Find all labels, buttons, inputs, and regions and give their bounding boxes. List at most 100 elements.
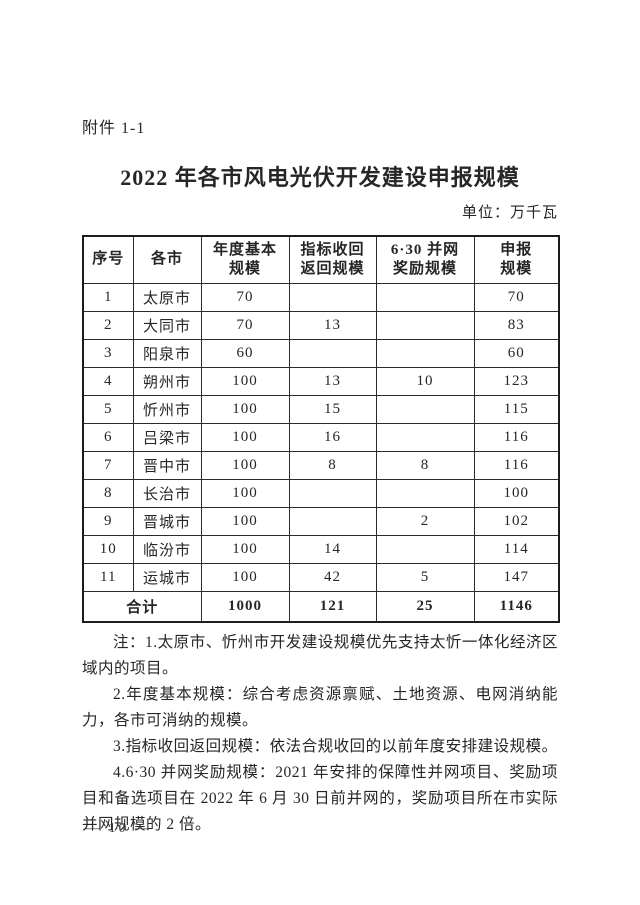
notes-section: 注：1.太原市、忻州市开发建设规模优先支持太忻一体化经济区域内的项目。 2.年度…: [82, 630, 558, 838]
table-row: 10 临汾市 100 14 114: [82, 535, 560, 564]
col-header-city: 各市: [132, 235, 202, 284]
note-item: 4.6·30 并网奖励规模：2021 年安排的保障性并网项目、奖励项目和备选项目…: [82, 764, 558, 833]
col-header-returned: 指标收回 返回规模: [288, 235, 377, 284]
cell-reward: [375, 423, 475, 452]
cell-no: 7: [82, 451, 134, 480]
table-header-row: 序号 各市 年度基本 规模 指标收回 返回规模 6·30 并网 奖励规模 申报 …: [82, 235, 560, 284]
cell-no: 11: [82, 563, 134, 592]
table-row: 11 运城市 100 42 5 147: [82, 563, 560, 592]
col-header-reward: 6·30 并网 奖励规模: [375, 235, 475, 284]
cell-city: 临汾市: [132, 535, 202, 564]
cell-reward: 2: [375, 507, 475, 536]
cell-city: 运城市: [132, 563, 202, 592]
cell-basic: 100: [200, 367, 290, 396]
table-row: 1 太原市 70 70: [82, 283, 560, 312]
cell-city: 忻州市: [132, 395, 202, 424]
attachment-label: 附件 1-1: [82, 120, 146, 137]
cell-returned: 15: [288, 395, 377, 424]
col-header-basic: 年度基本 规模: [200, 235, 290, 284]
cell-declared: 60: [473, 339, 560, 368]
cell-no: 8: [82, 479, 134, 508]
cell-no: 1: [82, 283, 134, 312]
cell-city: 晋中市: [132, 451, 202, 480]
cell-declared: 147: [473, 563, 560, 592]
cell-basic: 100: [200, 563, 290, 592]
total-reward: 25: [375, 591, 475, 623]
cell-basic: 70: [200, 311, 290, 340]
table-row: 6 吕梁市 100 16 116: [82, 423, 560, 452]
note-item: 注：1.太原市、忻州市开发建设规模优先支持太忻一体化经济区域内的项目。: [82, 634, 558, 677]
cell-city: 晋城市: [132, 507, 202, 536]
cell-returned: 8: [288, 451, 377, 480]
table-row: 2 大同市 70 13 83: [82, 311, 560, 340]
cell-basic: 100: [200, 423, 290, 452]
cell-declared: 83: [473, 311, 560, 340]
cell-reward: [375, 535, 475, 564]
note-item: 2.年度基本规模：综合考虑资源禀赋、土地资源、电网消纳能力，各市可消纳的规模。: [82, 686, 558, 729]
cell-returned: [288, 507, 377, 536]
cell-no: 2: [82, 311, 134, 340]
col-header-no: 序号: [82, 235, 134, 284]
table-row: 3 阳泉市 60 60: [82, 339, 560, 368]
cell-basic: 100: [200, 535, 290, 564]
cell-basic: 60: [200, 339, 290, 368]
total-label: 合计: [82, 591, 202, 623]
document-title: 2022 年各市风电光伏开发建设申报规模: [120, 165, 520, 190]
cell-city: 朔州市: [132, 367, 202, 396]
cell-city: 太原市: [132, 283, 202, 312]
cell-no: 4: [82, 367, 134, 396]
cell-returned: [288, 479, 377, 508]
total-basic: 1000: [200, 591, 290, 623]
col-header-declared: 申报 规模: [473, 235, 560, 284]
cell-basic: 100: [200, 395, 290, 424]
allocation-table: 序号 各市 年度基本 规模 指标收回 返回规模 6·30 并网 奖励规模 申报 …: [82, 235, 560, 623]
cell-basic: 100: [200, 451, 290, 480]
cell-reward: 5: [375, 563, 475, 592]
cell-basic: 100: [200, 507, 290, 536]
cell-reward: [375, 311, 475, 340]
table-row: 7 晋中市 100 8 8 116: [82, 451, 560, 480]
cell-declared: 123: [473, 367, 560, 396]
cell-no: 3: [82, 339, 134, 368]
cell-declared: 102: [473, 507, 560, 536]
table-total-row: 合计 1000 121 25 1146: [82, 591, 560, 623]
table-row: 9 晋城市 100 2 102: [82, 507, 560, 536]
cell-returned: 13: [288, 367, 377, 396]
cell-reward: [375, 339, 475, 368]
cell-returned: 42: [288, 563, 377, 592]
cell-returned: 16: [288, 423, 377, 452]
cell-city: 大同市: [132, 311, 202, 340]
cell-reward: [375, 479, 475, 508]
cell-city: 吕梁市: [132, 423, 202, 452]
cell-declared: 115: [473, 395, 560, 424]
cell-no: 5: [82, 395, 134, 424]
table-row: 8 长治市 100 100: [82, 479, 560, 508]
note-item: 3.指标收回返回规模：依法合规收回的以前年度安排建设规模。: [113, 738, 558, 755]
cell-basic: 70: [200, 283, 290, 312]
cell-reward: 8: [375, 451, 475, 480]
cell-declared: 114: [473, 535, 560, 564]
cell-declared: 100: [473, 479, 560, 508]
cell-basic: 100: [200, 479, 290, 508]
cell-city: 阳泉市: [132, 339, 202, 368]
document-content: 附件 1-1 2022 年各市风电光伏开发建设申报规模 单位：万千瓦 序号 各市…: [82, 0, 560, 838]
page-number: — 10 —: [86, 820, 152, 835]
cell-city: 长治市: [132, 479, 202, 508]
cell-no: 9: [82, 507, 134, 536]
unit-label: 单位：万千瓦: [461, 205, 558, 221]
cell-no: 6: [82, 423, 134, 452]
total-declared: 1146: [473, 591, 560, 623]
cell-declared: 116: [473, 423, 560, 452]
table-row: 4 朔州市 100 13 10 123: [82, 367, 560, 396]
cell-no: 10: [82, 535, 134, 564]
cell-declared: 116: [473, 451, 560, 480]
cell-returned: 13: [288, 311, 377, 340]
cell-reward: [375, 395, 475, 424]
cell-returned: [288, 339, 377, 368]
cell-reward: 10: [375, 367, 475, 396]
cell-returned: 14: [288, 535, 377, 564]
table-row: 5 忻州市 100 15 115: [82, 395, 560, 424]
cell-returned: [288, 283, 377, 312]
total-returned: 121: [288, 591, 377, 623]
